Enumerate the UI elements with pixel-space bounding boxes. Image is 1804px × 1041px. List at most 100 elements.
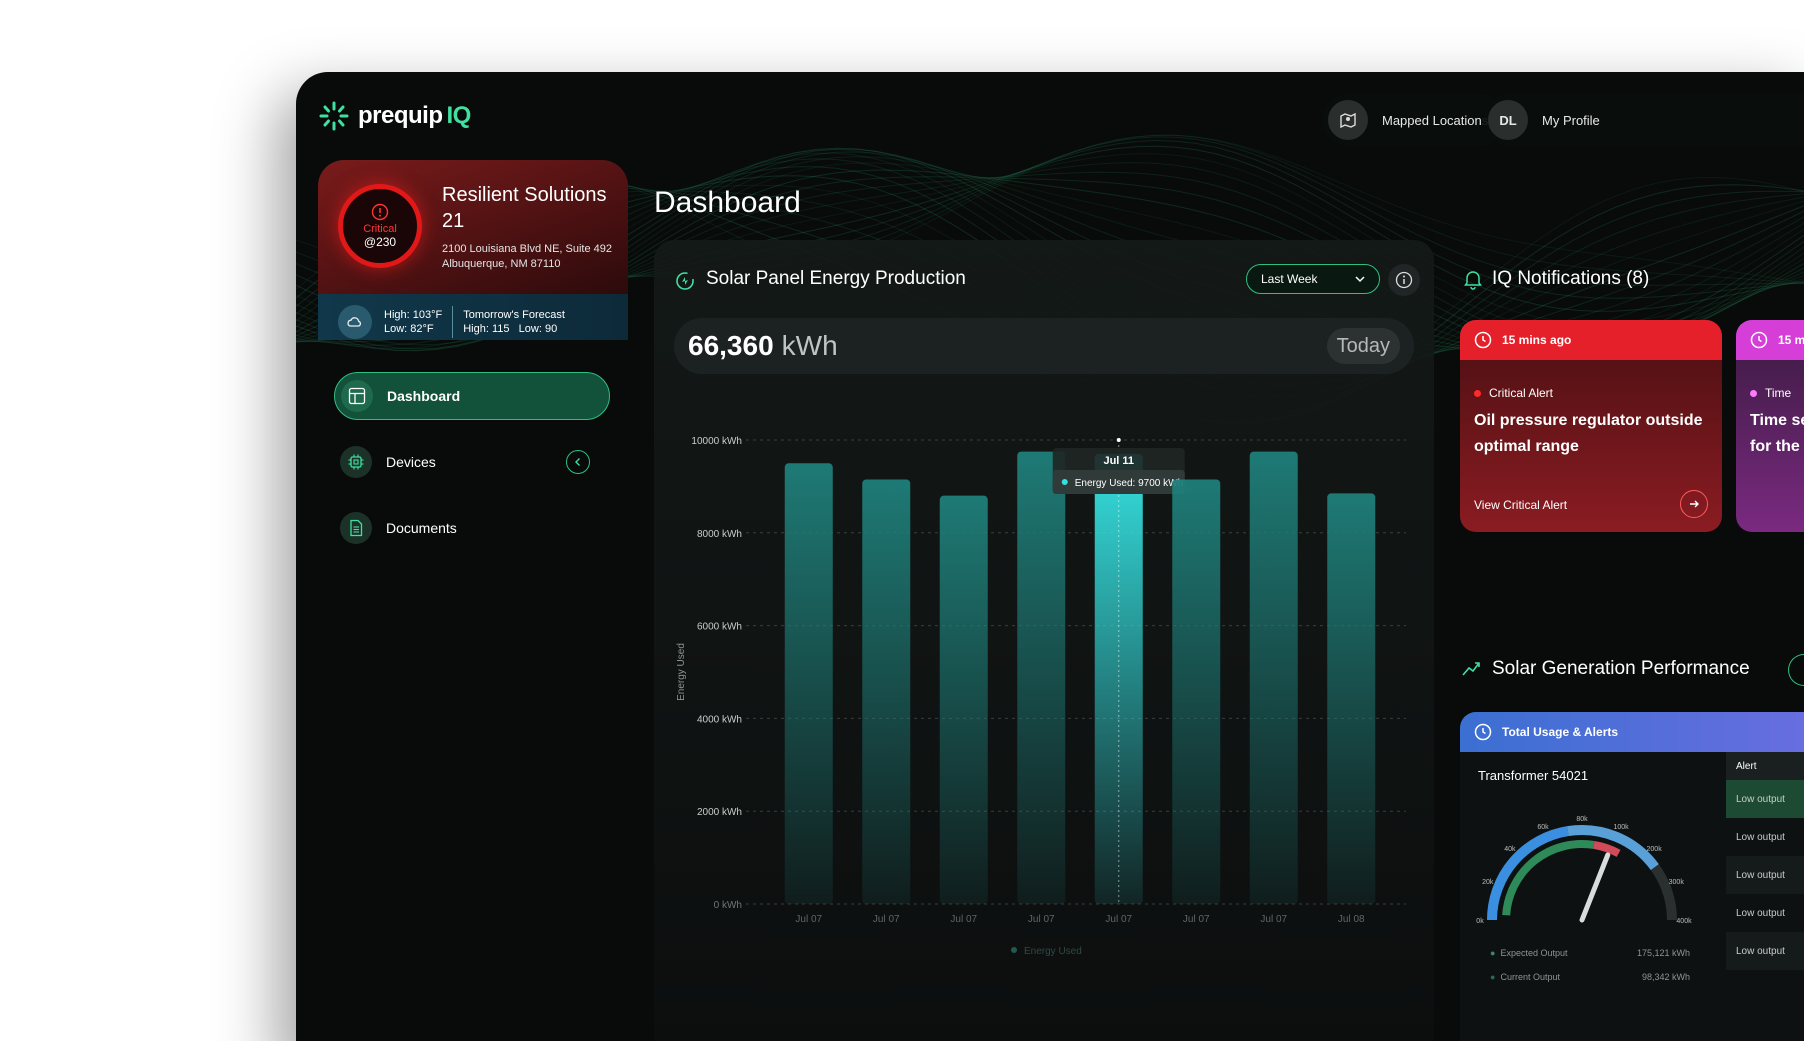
gauge-tick-label: 400k: [1676, 918, 1692, 925]
alert-kind: Time: [1765, 386, 1792, 400]
today-button[interactable]: Today: [1326, 328, 1400, 364]
gauge-needle: [1579, 852, 1611, 923]
gauge-tick-label: 100k: [1613, 824, 1629, 831]
crosshair-dot: [1116, 438, 1121, 442]
alert-icon: [371, 203, 389, 221]
arrow-right-icon: [1690, 500, 1699, 508]
clock-icon: [1474, 331, 1492, 349]
usage-alerts-title: Total Usage & Alerts: [1502, 725, 1619, 739]
weather-high: High: 103°F: [384, 309, 443, 321]
gauge-tick-label: 40k: [1504, 846, 1516, 853]
gauge-tick-label: 200k: [1647, 846, 1663, 853]
gauge-tick-label: 0k: [1476, 918, 1484, 925]
table-row[interactable]: Low output: [1736, 831, 1785, 843]
expected-output-value: 175,121 kWh: [1636, 948, 1690, 958]
weather-low: Low: 82°F: [384, 323, 434, 335]
x-tick-label: Jul 07: [1105, 914, 1132, 925]
usage-alerts-card: Total Usage & Alerts Transformer 54021 0…: [1460, 712, 1804, 1041]
output-gauge: 0k 20k 40k 60k 80k 100k 200k 300k 400k: [1476, 816, 1692, 925]
alert-kind: Critical Alert: [1489, 386, 1554, 400]
gauge-expected-arc: [1502, 840, 1595, 916]
mapped-locations-button[interactable]: Mapped Locations: [1322, 94, 1507, 146]
solar-icon: [676, 272, 694, 290]
solar-panel-card: Solar Panel Energy Production Last Week …: [654, 240, 1434, 1041]
y-tick-label: 6000 kWh: [697, 622, 742, 633]
profile-label: My Profile: [1542, 112, 1600, 128]
site-card[interactable]: Critical @230 Resilient Solutions 21 210…: [318, 160, 628, 340]
table-row[interactable]: Low output: [1726, 932, 1804, 970]
expected-output-label: Expected Output: [1500, 948, 1568, 958]
status-label: Critical: [363, 223, 397, 235]
site-address: 2100 Louisiana Blvd NE, Suite 492 Albuqu…: [442, 242, 612, 272]
forecast-title: Tomorrow's Forecast: [463, 309, 565, 321]
info-button[interactable]: [1388, 264, 1420, 296]
y-tick-label: 0 kWh: [714, 900, 742, 911]
x-tick-label: Jul 07: [950, 914, 977, 925]
period-select-value: Last Week: [1261, 272, 1318, 286]
alert-message: Time se for the: [1750, 412, 1804, 455]
bar: [1249, 451, 1298, 904]
gauge-tick-label: 20k: [1482, 879, 1494, 886]
notification-time: 15 mins ago: [1502, 333, 1572, 347]
weather-strip: High: 103°F Low: 82°F Tomorrow's Forecas…: [318, 294, 628, 340]
gauge-tick-label: 300k: [1669, 879, 1685, 886]
logo-icon: [319, 101, 349, 131]
period-select[interactable]: Last Week: [1246, 264, 1380, 294]
alert-message: Oil pressure regulator outside optimal r…: [1474, 412, 1703, 455]
x-tick-label: Jul 08: [1338, 914, 1365, 925]
bar: [1172, 479, 1221, 904]
energy-bar-chart: 0 kWh 2000 kWh 4000 kWh 6000 kWh 8000 kWh 100…: [676, 436, 1406, 957]
tooltip-title: Jul 11: [1103, 455, 1134, 467]
view-critical-alert-link[interactable]: View Critical Alert: [1474, 498, 1568, 512]
collapse-button[interactable]: [566, 450, 590, 474]
dashboard-icon: [341, 380, 373, 412]
usage-alerts-header: Total Usage & Alerts: [1460, 712, 1804, 752]
address-line-1: 2100 Louisiana Blvd NE, Suite 492: [442, 243, 613, 255]
x-tick-label: Jul 07: [1028, 914, 1055, 925]
weather-divider: [452, 306, 454, 338]
bar: [939, 495, 988, 904]
sidebar-item-documents[interactable]: Documents: [334, 504, 610, 552]
table-row[interactable]: Low output: [1726, 856, 1804, 894]
status-code: @230: [363, 235, 397, 249]
forecast-low: Low: 90: [518, 323, 558, 335]
notification-card[interactable]: 15 mins ago Critical Alert Oil pressure …: [1460, 320, 1722, 532]
y-tick-label: 8000 kWh: [697, 529, 742, 540]
gauge-warning-arc: [1593, 840, 1621, 857]
brand-suffix: IQ: [446, 102, 472, 129]
x-tick-label: Jul 07: [1260, 914, 1287, 925]
tooltip-text: Energy Used: 9700 kWh: [1075, 478, 1183, 489]
sidebar-item-label: Dashboard: [387, 388, 461, 404]
open-alert-button[interactable]: [1680, 490, 1708, 518]
total-energy-bar: 66,360 kWh Today: [674, 318, 1414, 374]
logo[interactable]: prequip IQ: [318, 100, 471, 132]
x-tick-label: Jul 07: [795, 914, 822, 925]
avatar: DL: [1488, 100, 1528, 140]
profile-button[interactable]: DL My Profile: [1482, 94, 1804, 146]
trend-up-icon: [1462, 662, 1480, 676]
map-pin-icon: [1328, 100, 1368, 140]
table-row[interactable]: Low output: [1726, 780, 1804, 818]
solar-panel-title: Solar Panel Energy Production: [706, 268, 966, 289]
sidebar-item-devices[interactable]: Devices: [334, 438, 610, 486]
chevron-down-icon: [1355, 276, 1365, 283]
tooltip-row: [1052, 470, 1185, 494]
table-row[interactable]: Low output: [1736, 907, 1785, 919]
sidebar-item-dashboard[interactable]: Dashboard: [334, 372, 610, 420]
info-icon: [1395, 271, 1413, 289]
tooltip-dot: [1061, 479, 1068, 485]
notification-card[interactable]: 15 m Time Time se for the: [1736, 320, 1804, 532]
site-name: Resilient Solutions 21: [442, 184, 607, 232]
y-tick-label: 10000 kWh: [691, 436, 742, 447]
total-value: 66,360: [688, 330, 774, 361]
address-line-2: Albuquerque, NM 87110: [442, 258, 561, 270]
critical-status-ring: Critical @230: [338, 184, 422, 268]
chip-icon: [340, 446, 372, 478]
app-window: prequip IQ Mapped Locations DL My Profile…: [296, 72, 1804, 1041]
performance-filter-button[interactable]: [1788, 654, 1804, 686]
gauge-segment-blue: [1487, 826, 1569, 921]
brand-name: prequip: [358, 102, 443, 129]
y-tick-label: 4000 kWh: [697, 714, 742, 725]
legend-dot: [1011, 947, 1017, 953]
mapped-locations-label: Mapped Locations: [1382, 112, 1489, 128]
